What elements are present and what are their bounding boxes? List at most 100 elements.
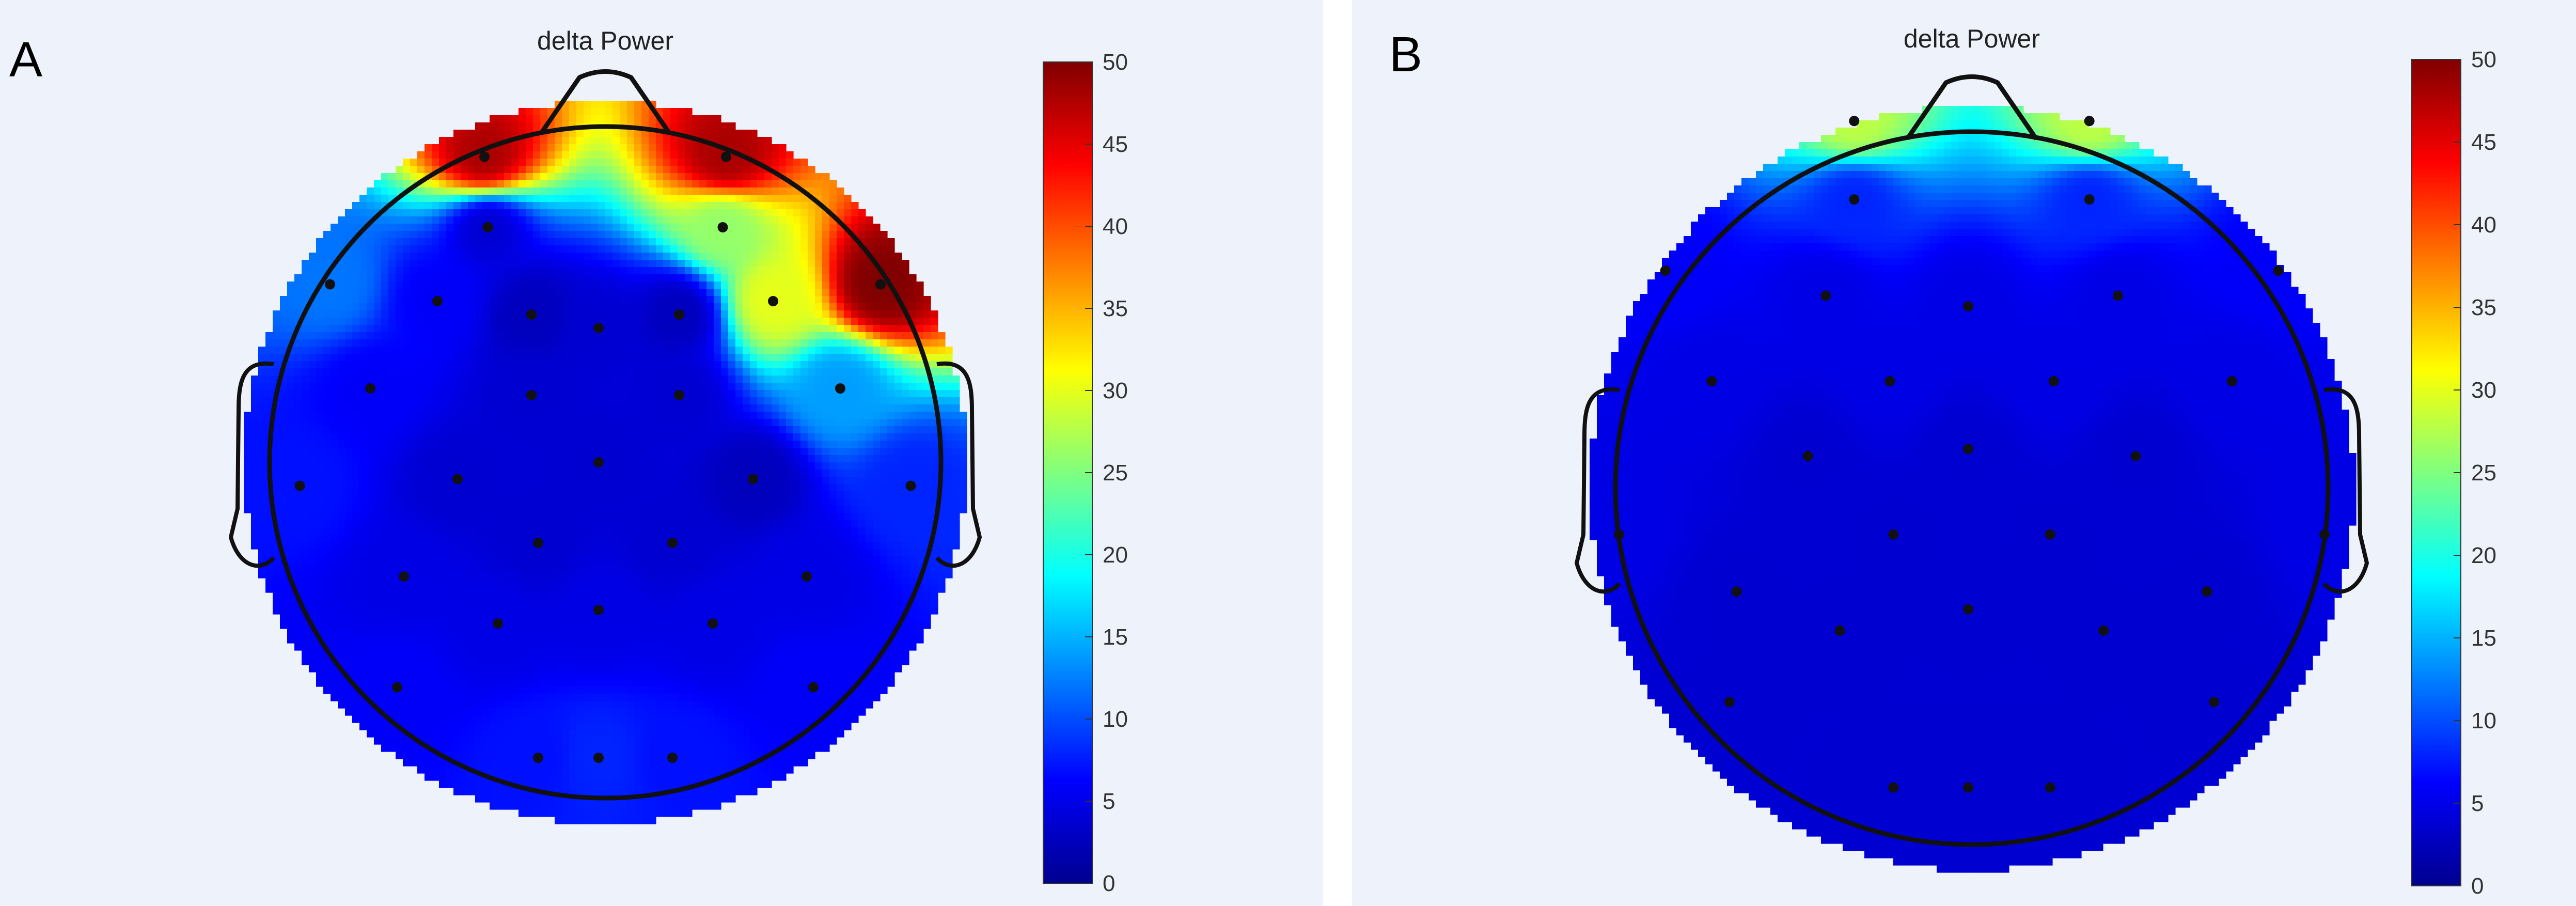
topomap-cell xyxy=(468,231,476,239)
topomap-cell xyxy=(721,303,729,311)
topomap-cell xyxy=(482,491,490,499)
topomap-cell xyxy=(555,491,562,499)
topomap-cell xyxy=(374,318,382,325)
topomap-cell xyxy=(678,296,685,304)
topomap-cell xyxy=(598,339,606,347)
topomap-cell xyxy=(403,383,411,390)
topomap-cell xyxy=(858,419,866,427)
topomap-cell xyxy=(909,527,917,535)
topomap-cell xyxy=(258,527,266,535)
topomap-cell xyxy=(396,260,403,268)
topomap-cell xyxy=(439,216,447,224)
topomap-cell xyxy=(482,303,490,311)
topomap-cell xyxy=(779,426,787,434)
topomap-cell xyxy=(779,462,787,470)
topomap-cell xyxy=(851,253,859,260)
topomap-cell xyxy=(316,296,324,304)
topomap-cell xyxy=(316,347,324,354)
topomap-cell xyxy=(547,498,555,506)
topomap-cell xyxy=(461,144,468,152)
topomap-cell xyxy=(678,376,685,383)
topomap-cell xyxy=(468,412,476,419)
topomap-cell xyxy=(302,498,309,506)
topomap-cell xyxy=(837,253,844,260)
topomap-cell xyxy=(634,303,642,311)
topomap-cell xyxy=(620,245,627,253)
topomap-cell xyxy=(302,383,309,390)
topomap-cell xyxy=(482,477,490,485)
topomap-cell xyxy=(837,477,844,485)
topomap-cell xyxy=(584,470,591,477)
topomap-cell xyxy=(294,455,302,463)
topomap-cell xyxy=(294,361,302,369)
topomap-cell xyxy=(309,361,317,369)
topomap-cell xyxy=(627,173,635,181)
topomap-cell xyxy=(519,318,526,325)
topomap-cell xyxy=(649,397,656,405)
topomap-cell xyxy=(258,455,266,463)
topomap-cell xyxy=(309,535,317,542)
topomap-cell xyxy=(721,513,729,521)
topomap-cell xyxy=(555,419,562,427)
topomap-cell xyxy=(519,224,526,231)
topomap-cell xyxy=(519,151,526,159)
topomap-cell xyxy=(446,224,454,231)
topomap-cell xyxy=(396,419,403,427)
topomap-cell xyxy=(576,151,584,159)
topomap-cell xyxy=(331,347,338,354)
topomap-cell xyxy=(916,419,924,427)
topomap-cell xyxy=(511,325,519,333)
topomap-cell xyxy=(923,433,931,441)
topomap-cell xyxy=(786,159,794,166)
topomap-cell xyxy=(403,318,411,325)
topomap-cell xyxy=(649,180,656,188)
topomap-cell xyxy=(800,470,808,477)
topomap-cell xyxy=(692,484,700,492)
topomap-cell xyxy=(750,238,758,246)
topomap-cell xyxy=(714,506,721,513)
topomap-cell xyxy=(685,224,693,231)
topomap-cell xyxy=(446,390,454,398)
topomap-cell xyxy=(620,441,627,448)
topomap-cell xyxy=(634,412,642,419)
topomap-cell xyxy=(706,231,714,239)
topomap-cell xyxy=(569,332,577,340)
topomap-cell xyxy=(605,173,613,181)
topomap-cell xyxy=(417,238,425,246)
topomap-cell xyxy=(576,137,584,145)
topomap-cell xyxy=(923,419,931,427)
topomap-cell xyxy=(605,412,613,419)
topomap-cell xyxy=(251,498,259,506)
topomap-cell xyxy=(945,527,953,535)
topomap-cell xyxy=(678,513,685,521)
topomap-cell xyxy=(728,506,736,513)
topomap-cell xyxy=(497,506,505,513)
topomap-cell xyxy=(779,448,787,456)
topomap-cell xyxy=(468,390,476,398)
topomap-cell xyxy=(721,376,729,383)
topomap-cell xyxy=(352,361,360,369)
topomap-cell xyxy=(439,513,447,521)
topomap-cell xyxy=(425,498,432,506)
topomap-cell xyxy=(569,296,577,304)
topomap-cell xyxy=(497,441,505,448)
topomap-cell xyxy=(468,195,476,202)
topomap-cell xyxy=(316,412,324,419)
topomap-cell xyxy=(439,195,447,202)
topomap-cell xyxy=(490,282,497,289)
topomap-cell xyxy=(403,216,411,224)
topomap-cell xyxy=(562,354,570,362)
topomap-cell xyxy=(540,383,548,390)
topomap-cell xyxy=(641,383,649,390)
topomap-cell xyxy=(728,498,736,506)
topomap-cell xyxy=(844,274,852,282)
topomap-cell xyxy=(779,282,787,289)
topomap-cell xyxy=(584,188,591,195)
topomap-cell xyxy=(410,339,418,347)
topomap-cell xyxy=(555,455,562,463)
topomap-cell xyxy=(453,347,461,354)
topomap-cell xyxy=(309,260,317,268)
topomap-cell xyxy=(685,491,693,499)
topomap-cell xyxy=(728,209,736,217)
